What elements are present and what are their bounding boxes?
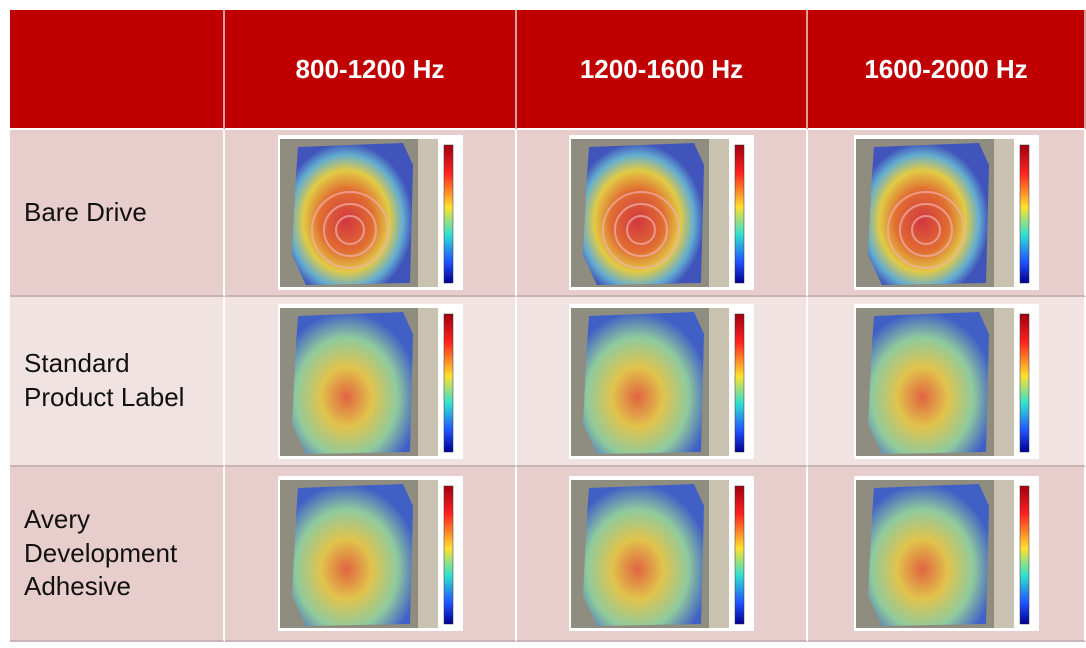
color-scale (735, 145, 744, 283)
drive-heatmap (292, 143, 413, 285)
heatmap-image (569, 135, 754, 290)
drive-heatmap (583, 143, 704, 285)
color-scale (444, 314, 453, 452)
drive-heatmap (868, 143, 989, 285)
heatmap-cell (808, 297, 1086, 467)
wall-edge (994, 308, 1014, 456)
heatmap-image (278, 135, 463, 290)
heatmap-cell (225, 130, 517, 297)
color-scale (735, 486, 744, 624)
heatmap-image (569, 304, 754, 459)
row-label: Avery Development Adhesive (10, 467, 225, 642)
wall-edge (709, 480, 729, 628)
color-scale (1020, 145, 1029, 283)
heatmap-image (854, 476, 1039, 631)
heatmap-cell (517, 130, 808, 297)
row-label-text: Standard Product Label (24, 347, 204, 415)
wall-edge (418, 308, 438, 456)
column-header: 1600-2000 Hz (808, 10, 1086, 130)
heatmap-image (854, 135, 1039, 290)
drive-heatmap (292, 484, 413, 626)
slide: 800-1200 Hz1200-1600 Hz1600-2000 Hz Bare … (0, 0, 1086, 648)
heatmap-cell (808, 467, 1086, 642)
color-scale (735, 314, 744, 452)
color-scale (1020, 314, 1029, 452)
wall-edge (418, 139, 438, 287)
heatmap-cell (225, 467, 517, 642)
wall-edge (994, 139, 1014, 287)
column-header: 800-1200 Hz (225, 10, 517, 130)
heatmap-image (278, 304, 463, 459)
drive-heatmap (583, 484, 704, 626)
color-scale (1020, 486, 1029, 624)
row-label-text: Bare Drive (24, 196, 147, 230)
heatmap-image (278, 476, 463, 631)
wall-edge (709, 139, 729, 287)
header-corner (10, 10, 225, 130)
row-label-text: Avery Development Adhesive (24, 503, 204, 604)
heatmap-cell (517, 467, 808, 642)
drive-heatmap (868, 312, 989, 454)
heatmap-cell (225, 297, 517, 467)
color-scale (444, 486, 453, 624)
row-label: Standard Product Label (10, 297, 225, 467)
heatmap-image (854, 304, 1039, 459)
heatmap-image (569, 476, 754, 631)
wall-edge (418, 480, 438, 628)
drive-heatmap (868, 484, 989, 626)
drive-heatmap (292, 312, 413, 454)
column-header: 1200-1600 Hz (517, 10, 808, 130)
heatmap-cell (517, 297, 808, 467)
color-scale (444, 145, 453, 283)
heatmap-cell (808, 130, 1086, 297)
wall-edge (709, 308, 729, 456)
drive-heatmap (583, 312, 704, 454)
wall-edge (994, 480, 1014, 628)
row-label: Bare Drive (10, 130, 225, 297)
